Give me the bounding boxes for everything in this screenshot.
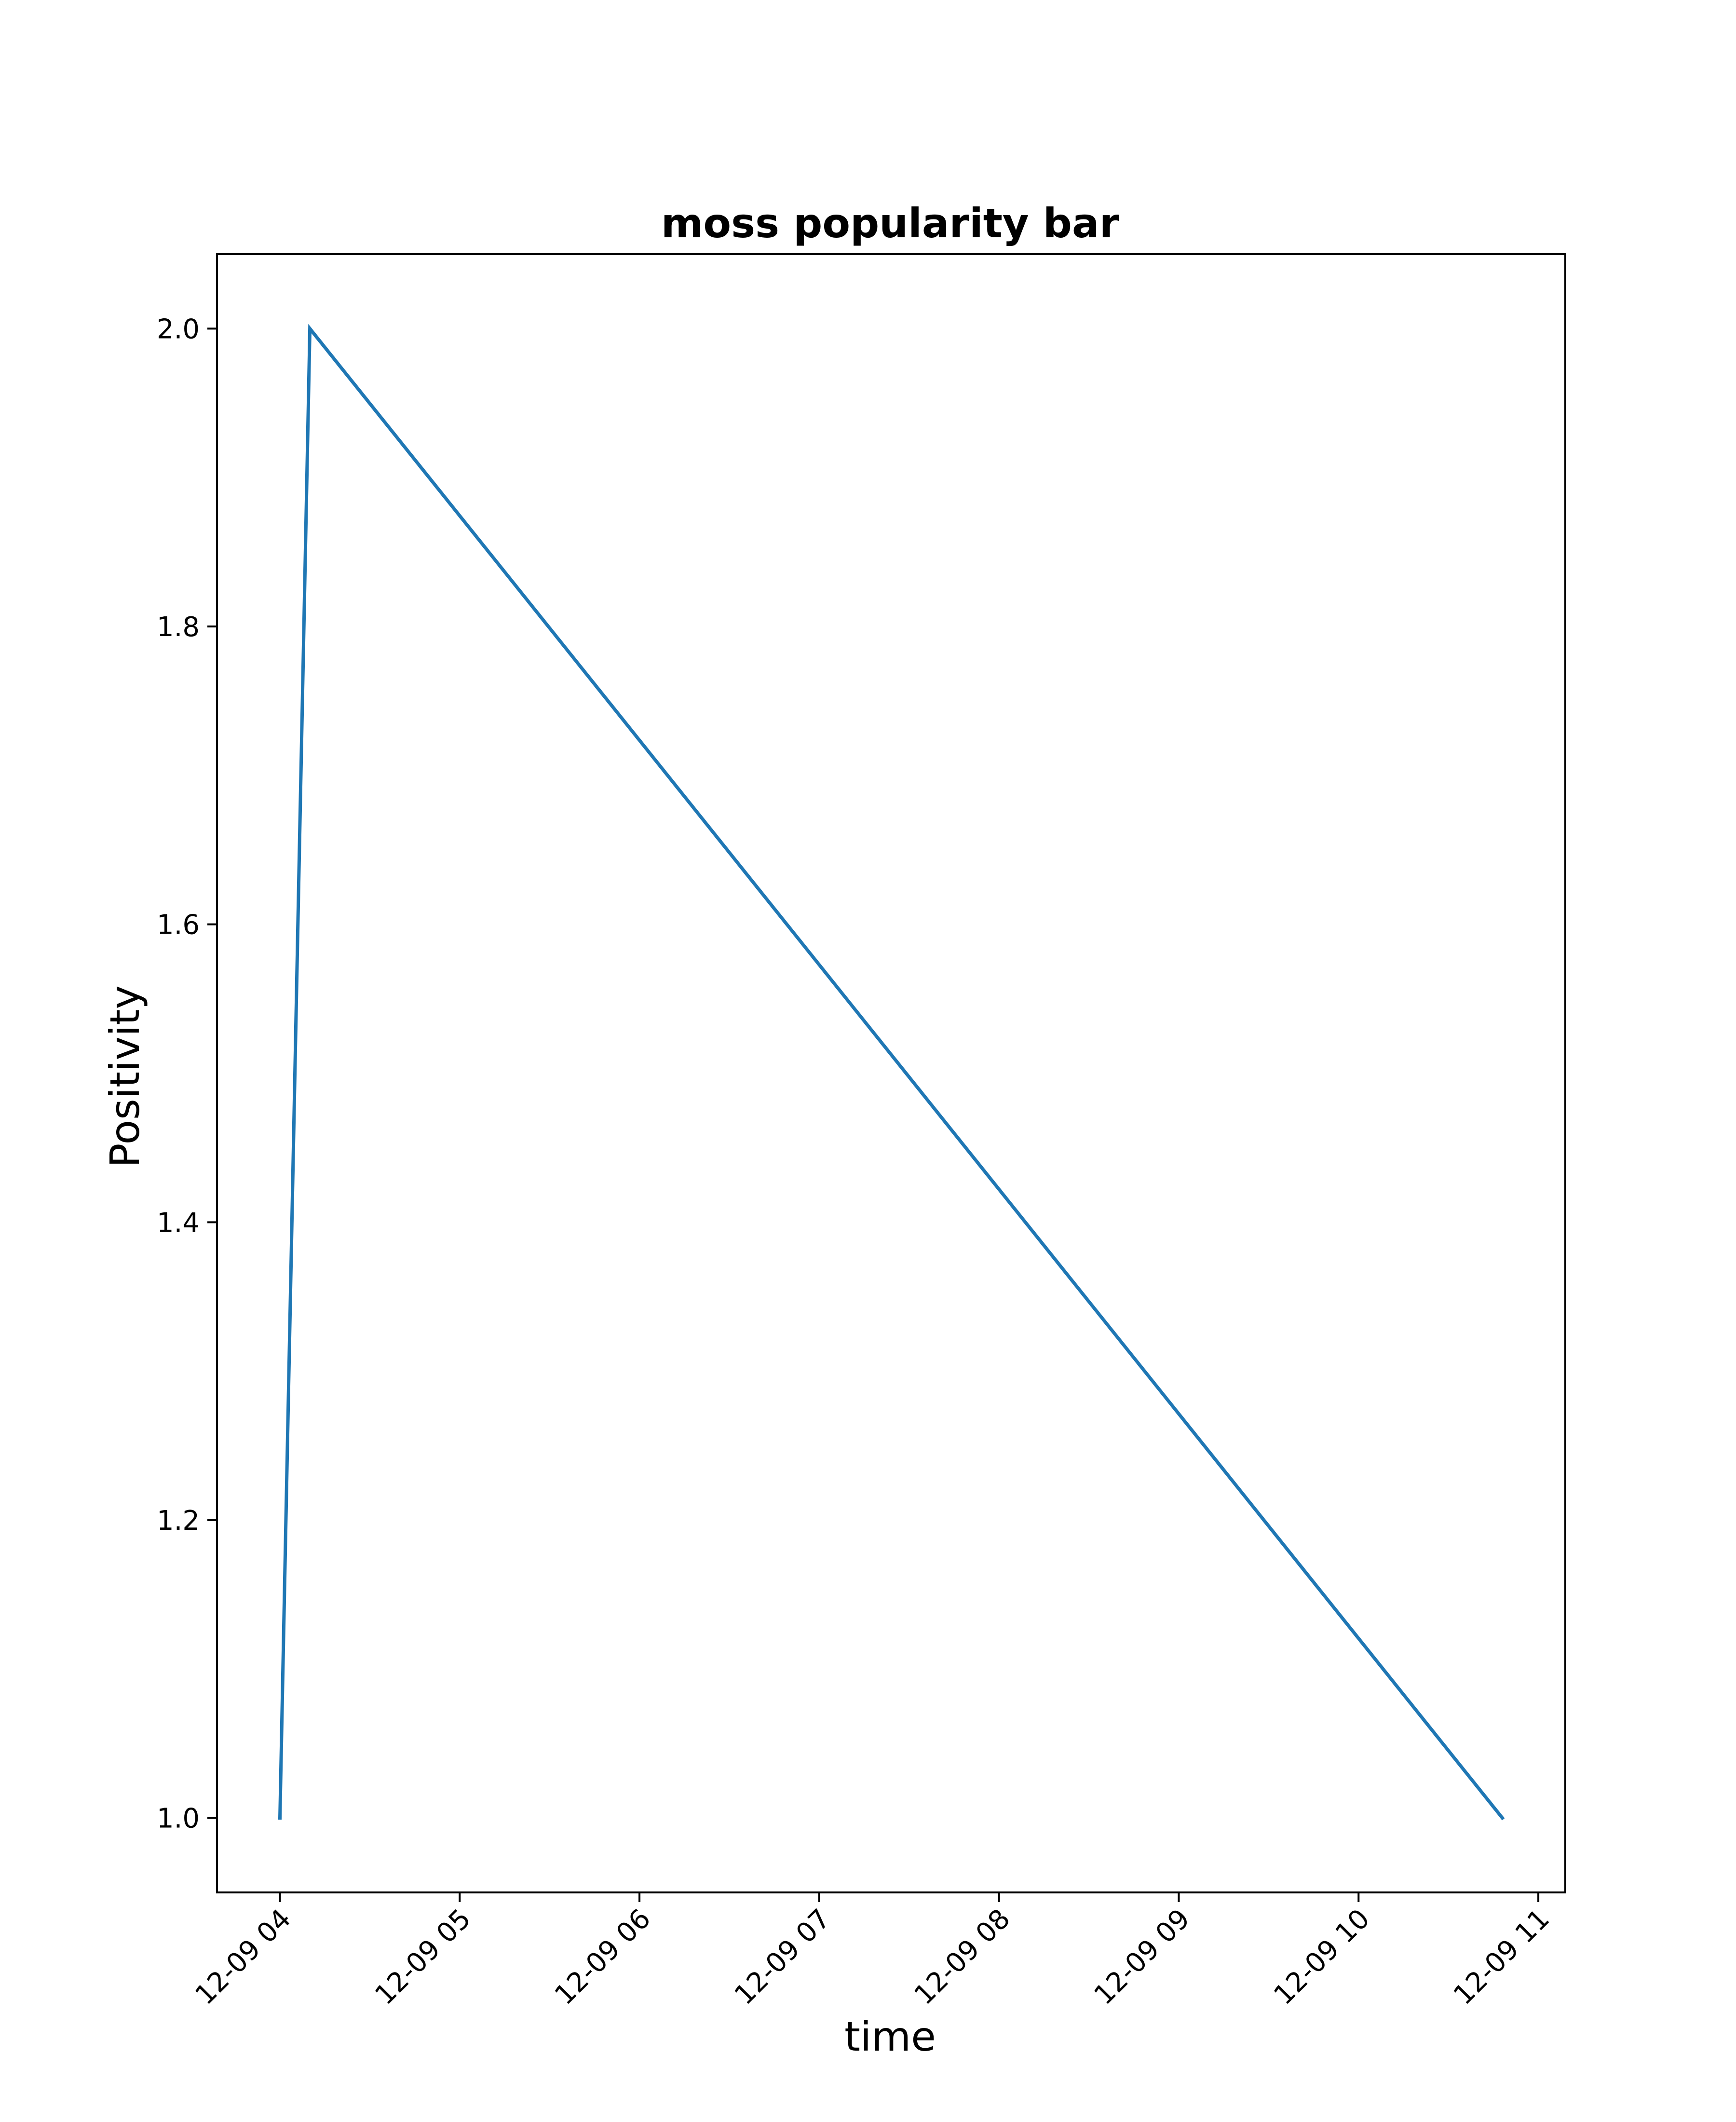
- y-tick-label: 1.0: [157, 1803, 200, 1835]
- x-axis-label: time: [844, 2013, 936, 2060]
- y-axis-label: Positivity: [101, 985, 149, 1168]
- y-tick-label: 1.2: [157, 1505, 200, 1537]
- chart-title: moss popularity bar: [661, 200, 1120, 247]
- y-tick-label: 2.0: [157, 313, 200, 345]
- plot-frame: [216, 253, 1566, 1893]
- plot-series: [278, 324, 1505, 1821]
- y-tick-label: 1.6: [157, 910, 200, 941]
- y-tick-label: 1.8: [157, 612, 200, 643]
- y-tick-label: 1.4: [157, 1207, 200, 1238]
- series-line: [278, 324, 1505, 1821]
